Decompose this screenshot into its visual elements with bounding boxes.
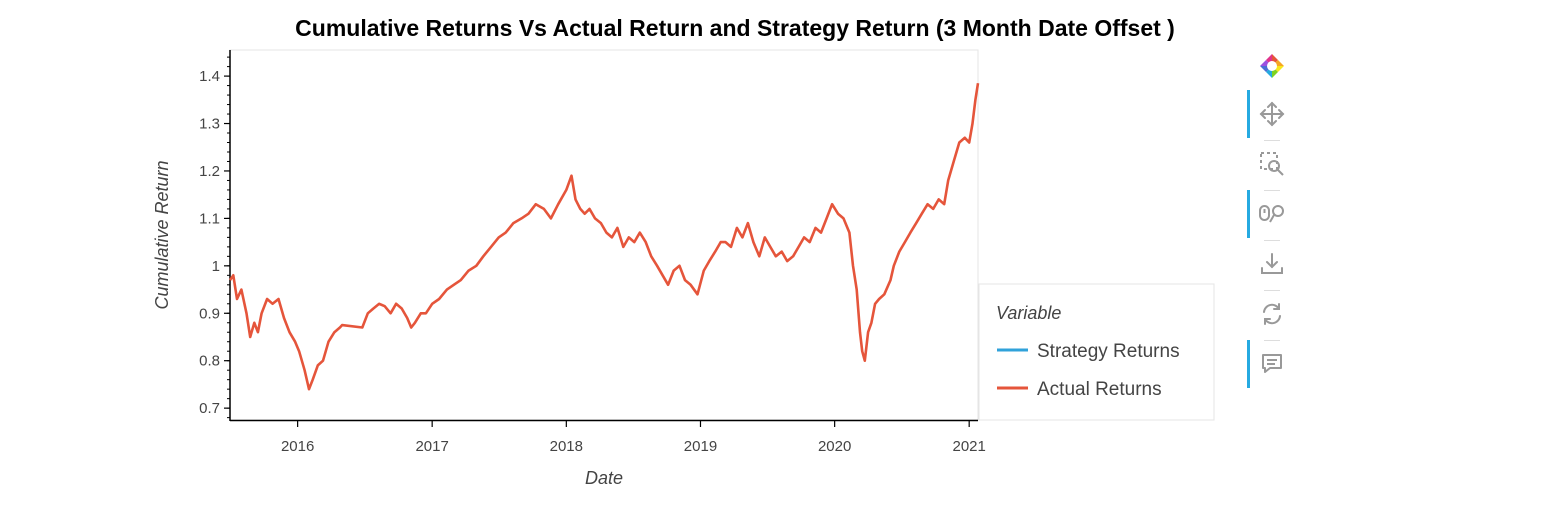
legend-title: Variable [996,303,1061,323]
chart-title: Cumulative Returns Vs Actual Return and … [295,15,1175,41]
y-tick-label: 0.8 [199,353,220,370]
legend-box [978,283,1215,421]
series-line-actual-returns[interactable] [228,82,980,391]
x-axis-label: Date [585,468,623,488]
hover-tool[interactable] [1244,340,1304,388]
legend-label-strategy: Strategy Returns [1037,341,1180,362]
hover-icon [1262,354,1282,373]
x-tick-label: 2016 [281,438,314,455]
pan-icon [1259,101,1285,127]
y-axis-label: Cumulative Return [152,160,172,309]
y-axis-ticks: 0.7 0.8 0.9 1 1.1 1.2 1.3 1.4 [199,56,230,419]
legend-label-actual: Actual Returns [1037,379,1162,400]
y-tick-label: 1 [212,258,220,275]
x-axis-ticks: 2016 2017 2018 2019 2020 2021 [281,420,986,455]
save-tool[interactable] [1244,240,1304,288]
box-zoom-tool[interactable] [1244,140,1304,188]
bokeh-logo-icon[interactable] [1256,50,1288,82]
y-tick-label: 1.1 [199,210,220,227]
legend-item-strategy[interactable]: Strategy Returns [997,341,1180,362]
x-tick-label: 2021 [952,438,985,455]
legend-item-actual[interactable]: Actual Returns [997,379,1162,400]
reset-icon [1263,303,1281,325]
series-layer [228,82,980,391]
pan-tool[interactable] [1244,90,1304,138]
plot-area[interactable] [229,49,979,421]
x-tick-label: 2017 [415,438,448,455]
y-tick-label: 1.3 [199,116,220,133]
wheel-zoom-icon [1259,205,1284,223]
y-tick-label: 1.4 [199,68,220,85]
x-tick-label: 2020 [818,438,851,455]
box-zoom-icon [1260,152,1284,176]
x-tick-label: 2019 [684,438,717,455]
toolbar [1244,40,1304,400]
save-icon [1261,253,1283,274]
x-tick-label: 2018 [550,438,583,455]
y-tick-label: 0.7 [199,400,220,417]
reset-tool[interactable] [1244,290,1304,338]
y-tick-label: 1.2 [199,163,220,180]
y-tick-label: 0.9 [199,305,220,322]
wheel-zoom-tool[interactable] [1244,190,1304,238]
